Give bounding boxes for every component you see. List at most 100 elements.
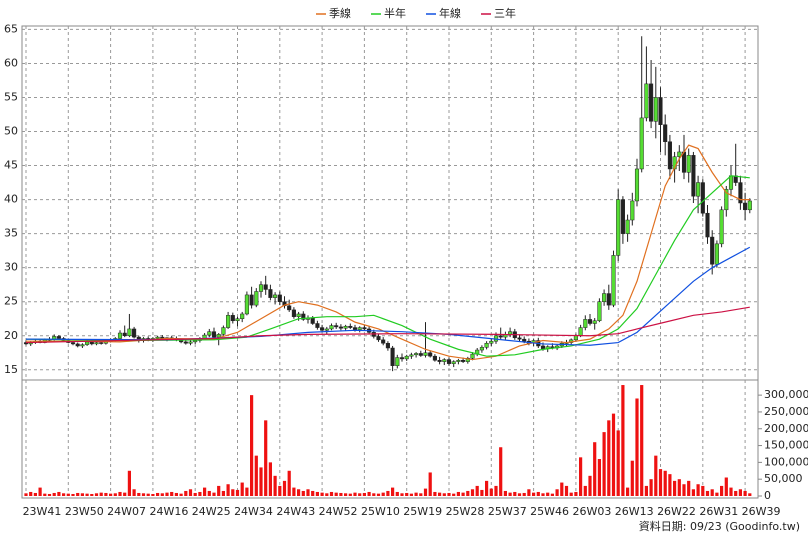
volume-bar bbox=[315, 491, 319, 496]
volume-bar bbox=[118, 491, 122, 496]
candle-body bbox=[658, 97, 663, 125]
volume-bar bbox=[687, 480, 691, 496]
volume-bar bbox=[546, 492, 550, 496]
candle-body bbox=[193, 340, 198, 343]
candle-body bbox=[616, 199, 621, 256]
y-tick-label: 40 bbox=[4, 193, 18, 206]
volume-bar bbox=[489, 488, 493, 496]
x-tick-label: 26W22 bbox=[657, 505, 696, 518]
plot-frame bbox=[21, 25, 759, 499]
volume-bar bbox=[734, 490, 738, 496]
candle-body bbox=[85, 341, 90, 345]
volume-bar bbox=[409, 493, 413, 496]
volume-bar bbox=[677, 479, 681, 496]
volume-bar bbox=[442, 493, 446, 496]
volume-bar bbox=[339, 492, 343, 496]
volume-bar bbox=[517, 493, 522, 496]
volume-bar bbox=[654, 455, 658, 496]
volume-bar bbox=[325, 493, 329, 496]
x-tick-label: 26W03 bbox=[572, 505, 611, 518]
footer-note: 資料日期: 09/23 (Goodinfo.tw) bbox=[639, 519, 800, 533]
volume-bar bbox=[141, 493, 146, 496]
ma-line bbox=[26, 144, 750, 361]
candle-body bbox=[540, 345, 546, 349]
x-tick-label: 25W46 bbox=[530, 505, 569, 518]
volume-bar bbox=[94, 493, 99, 496]
volume-bar bbox=[593, 442, 597, 496]
x-tick-label: 25W19 bbox=[403, 505, 442, 518]
x-tick-label: 25W28 bbox=[446, 505, 485, 518]
volume-bar bbox=[151, 493, 155, 496]
volume-bar bbox=[560, 482, 564, 496]
candle-body bbox=[263, 284, 268, 290]
candle-body bbox=[80, 344, 85, 347]
volume-bar bbox=[588, 475, 592, 496]
volume-bar bbox=[198, 491, 202, 496]
candle-body bbox=[268, 289, 273, 298]
volume-bar bbox=[611, 413, 616, 496]
y-tick-label: 30 bbox=[4, 261, 18, 274]
volume-bar bbox=[160, 493, 164, 496]
volume-bar bbox=[170, 491, 174, 496]
volume-bar bbox=[738, 489, 742, 496]
candle-body bbox=[437, 360, 442, 362]
candle-body bbox=[634, 168, 640, 202]
volume-bar bbox=[278, 485, 282, 496]
volume-bar bbox=[348, 493, 352, 496]
volume-bar bbox=[376, 493, 381, 496]
candle-body bbox=[724, 189, 729, 211]
volume-bar bbox=[574, 491, 578, 496]
volume-bar bbox=[282, 480, 287, 496]
volume-bar bbox=[231, 489, 235, 496]
candle-body bbox=[432, 355, 437, 361]
volume-bar bbox=[268, 462, 272, 496]
volume-bar bbox=[724, 477, 728, 496]
volume-bar bbox=[76, 492, 80, 496]
volume-bar bbox=[673, 480, 677, 496]
volume-bar bbox=[207, 490, 211, 496]
volume-bar bbox=[156, 492, 160, 496]
volume-bar bbox=[193, 492, 197, 496]
candle-body bbox=[409, 354, 414, 357]
candle-body bbox=[719, 209, 724, 245]
candle-body bbox=[696, 182, 701, 197]
candle-body bbox=[639, 117, 644, 170]
candle-body bbox=[681, 151, 687, 173]
candle-body bbox=[94, 342, 99, 345]
candle-body bbox=[649, 83, 654, 122]
volume-bar bbox=[90, 493, 94, 496]
candle-body bbox=[235, 318, 240, 322]
volume-bar bbox=[132, 489, 136, 496]
volume-bar bbox=[475, 485, 479, 496]
volume-bar bbox=[146, 493, 150, 496]
candle-body bbox=[461, 360, 466, 362]
volume-bar bbox=[579, 457, 583, 496]
y2-tick-label: 0 bbox=[764, 489, 771, 502]
candle-body bbox=[277, 294, 282, 302]
volume-bar bbox=[254, 455, 258, 496]
volume-bar bbox=[630, 460, 634, 496]
volume-bar bbox=[583, 485, 587, 496]
x-tick-label: 24W25 bbox=[192, 505, 231, 518]
volume-bar bbox=[372, 493, 376, 496]
volume-bar bbox=[292, 487, 296, 496]
x-tick-label: 26W31 bbox=[699, 505, 738, 518]
candle-body bbox=[418, 353, 423, 356]
candle-body bbox=[132, 328, 137, 338]
candle-body bbox=[522, 338, 527, 342]
candle-body bbox=[611, 255, 616, 306]
volume-bar bbox=[33, 492, 37, 496]
candle-body bbox=[324, 328, 329, 331]
volume-bar bbox=[494, 485, 498, 496]
volume-bar bbox=[358, 493, 362, 496]
y-tick-label: 65 bbox=[4, 22, 18, 35]
ma-line bbox=[25, 246, 751, 346]
volume-bar bbox=[85, 493, 89, 496]
ma-line bbox=[25, 175, 750, 357]
x-tick-label: 25W37 bbox=[488, 505, 527, 518]
volume-bar bbox=[710, 489, 714, 496]
volume-bar bbox=[273, 475, 277, 496]
volume-bar bbox=[701, 485, 705, 496]
y-tick-label: 45 bbox=[4, 159, 18, 172]
